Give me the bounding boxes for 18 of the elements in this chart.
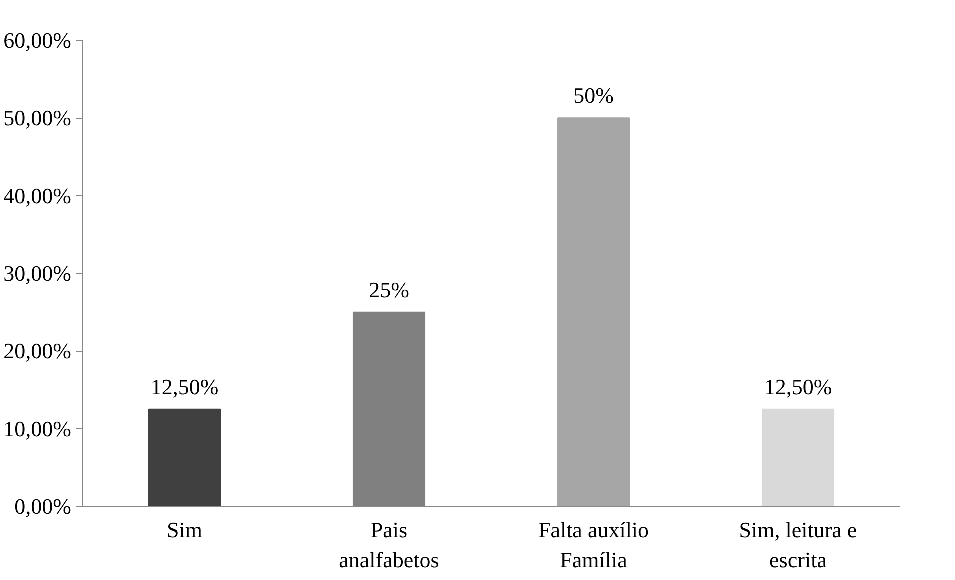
y-tick-label: 40,00% xyxy=(4,183,72,208)
data-label: 50% xyxy=(574,83,614,108)
bar xyxy=(557,118,630,506)
bar xyxy=(762,408,835,506)
y-tick-label: 10,00% xyxy=(4,416,72,442)
x-tick-label: Sim xyxy=(167,518,202,542)
y-tick-label: 0,00% xyxy=(14,494,72,519)
y-tick-label: 60,00% xyxy=(4,28,72,53)
data-label: 12,50% xyxy=(764,374,832,400)
y-tick-label: 20,00% xyxy=(4,338,72,364)
x-tick-label: Sim, leitura e escrita xyxy=(739,518,858,572)
y-tick-label: 50,00% xyxy=(4,106,72,131)
data-label: 25% xyxy=(369,277,410,302)
bar xyxy=(148,408,222,506)
data-label: 12,50% xyxy=(150,374,219,400)
y-tick-label: 30,00% xyxy=(4,261,72,286)
x-tick-label: Pais analfabetos xyxy=(339,518,440,572)
x-tick-label: Falta auxílio Família xyxy=(538,518,650,572)
